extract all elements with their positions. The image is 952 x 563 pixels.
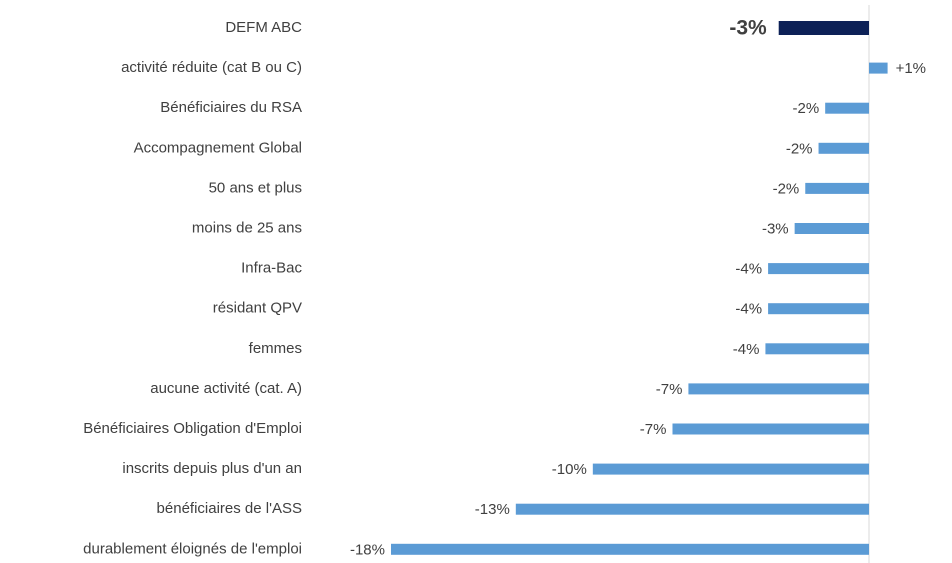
value-label: -2% [773,180,800,197]
value-label: -10% [552,461,587,478]
category-label: inscrits depuis plus d'un an [122,460,302,477]
bar [768,303,869,315]
value-label: -7% [640,421,667,438]
bar [805,182,869,194]
category-label: Infra-Bac [241,260,302,277]
bar [794,223,869,234]
bar [391,543,869,555]
category-label: femmes [249,340,302,357]
bar [778,21,869,35]
bar [515,503,869,515]
value-label: -18% [350,541,385,558]
category-label: durablement éloignés de l'emploi [83,540,302,557]
value-label: -2% [786,140,813,157]
category-label: activité réduite (cat B ou C) [121,59,302,76]
bar [672,423,869,435]
bar [825,102,869,114]
value-label: -7% [656,381,683,398]
category-label: moins de 25 ans [192,219,302,236]
bar [765,343,869,355]
value-label: -3% [762,220,789,237]
value-label: -4% [735,301,762,318]
value-label: -2% [792,100,819,117]
value-label: -4% [733,341,760,358]
bar [869,62,888,74]
bar [818,142,869,154]
category-label: aucune activité (cat. A) [150,380,302,397]
value-label: -13% [475,501,510,518]
value-label: -3% [729,17,767,40]
category-label: bénéficiaires de l'ASS [157,500,302,517]
value-label: +1% [896,60,926,77]
category-label: Bénéficiaires du RSA [160,99,302,116]
category-label: Bénéficiaires Obligation d'Emploi [83,420,302,437]
category-label: 50 ans et plus [209,179,302,196]
bar [688,383,869,395]
category-label: Accompagnement Global [134,139,302,156]
bar [592,463,869,475]
category-label: DEFM ABC [225,19,302,36]
category-label: résidant QPV [213,300,302,317]
value-label: -4% [735,261,762,278]
bar [768,263,869,275]
